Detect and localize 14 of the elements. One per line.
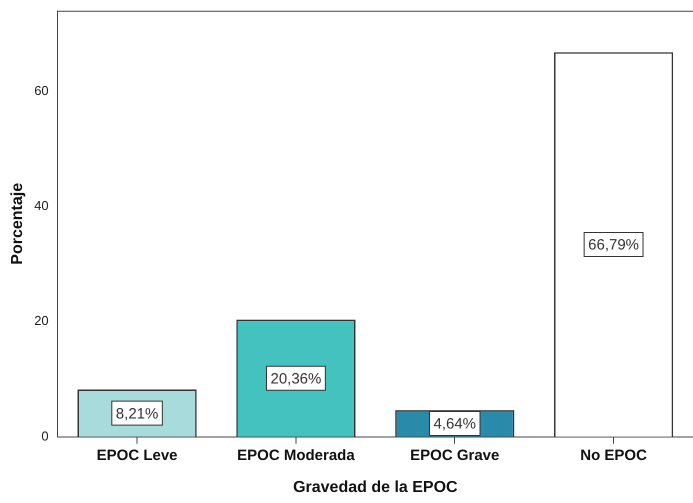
y-tick-label: 0 xyxy=(41,428,49,444)
data-label: 4,64% xyxy=(433,416,476,433)
x-tick-label: EPOC Moderada xyxy=(237,446,356,464)
x-tick-label: EPOC Leve xyxy=(96,446,178,464)
y-tick-label: 60 xyxy=(34,82,49,98)
y-tick-label: 40 xyxy=(34,198,49,214)
data-label: 20,36% xyxy=(270,370,322,388)
x-tick-label: EPOC Grave xyxy=(410,446,500,464)
y-axis-title: Porcentaje xyxy=(9,182,26,265)
data-label: 8,21% xyxy=(116,405,158,422)
y-tick-label: 20 xyxy=(34,313,49,328)
data-label: 66,79% xyxy=(588,236,640,254)
x-tick-label: No EPOC xyxy=(580,446,648,464)
x-axis-title: Gravedad de la EPOC xyxy=(293,478,458,496)
